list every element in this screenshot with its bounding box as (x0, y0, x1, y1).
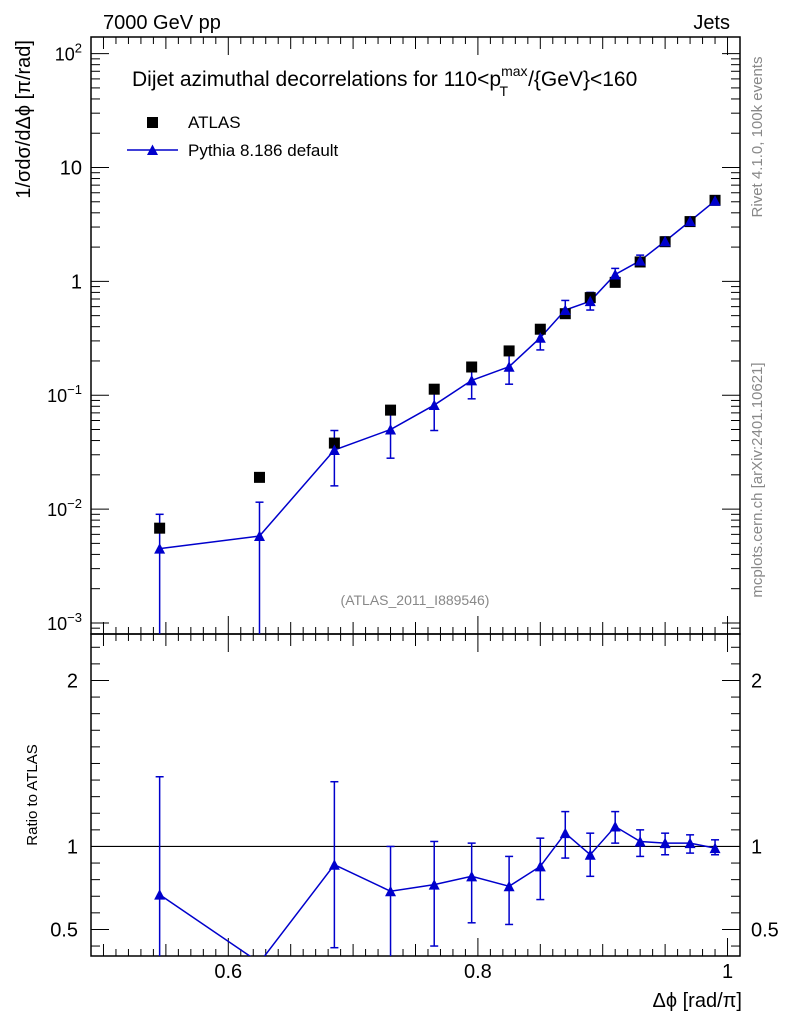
pythia-point (328, 444, 340, 456)
pythia-point (534, 332, 546, 343)
ratio-tick-label-right-0.5: 0.5 (751, 919, 779, 941)
plot-title: Dijet azimuthal decorrelations for 110<p… (132, 63, 637, 99)
atlas-point (534, 323, 546, 335)
ratio-point (385, 885, 397, 897)
atlas-point (328, 437, 340, 449)
rivet-label: Rivet 4.1.0, 100k events (749, 57, 766, 218)
ratio-data-layer (154, 775, 721, 956)
main-data-layer (154, 194, 721, 634)
atlas-point (503, 345, 515, 357)
ratio-tick-label-2: 2 (67, 670, 78, 692)
pythia-point (154, 543, 166, 554)
ratio-plot-frame (90, 633, 741, 957)
atlas-point (609, 276, 621, 288)
ratio-y-axis-title: Ratio to ATLAS (24, 744, 41, 845)
ratio-point (466, 870, 478, 882)
x-tick-label-0.8: 0.8 (464, 961, 492, 983)
atlas-point (253, 471, 265, 483)
pythia-point (385, 424, 397, 435)
legend: ATLAS Pythia 8.186 default (127, 113, 339, 160)
x-tick-label-0.6: 0.6 (214, 961, 242, 983)
atlas-point (154, 522, 166, 534)
pythia-point (253, 530, 265, 542)
ratio-tick-label-0.5: 0.5 (50, 919, 78, 941)
ratio-point (659, 837, 671, 849)
ratio-point (328, 859, 340, 870)
x-tick-labels: 0.6 0.8 1 (214, 961, 733, 983)
ratio-point (684, 837, 696, 849)
pythia-point (428, 399, 440, 411)
ratio-y-tick-labels: 0.5 1 2 0.5 1 2 (50, 670, 779, 941)
pythia-point (709, 195, 721, 206)
x-axis-title: Δϕ [rad/π] (653, 990, 743, 1012)
analysis-label: (ATLAS_2011_I889546) (341, 592, 490, 608)
pythia-point (659, 235, 671, 247)
ratio-point (609, 821, 621, 832)
ratio-point (559, 827, 571, 839)
header-left: 7000 GeV pp (103, 12, 221, 34)
header-right: Jets (693, 12, 730, 34)
legend-atlas-marker (147, 117, 158, 128)
atlas-point (385, 404, 397, 416)
pythia-point (503, 361, 515, 372)
ratio-point (428, 879, 440, 890)
pythia-point (466, 374, 478, 386)
ratio-axis-ticks (91, 634, 740, 956)
y-tick-label-10: 10 (60, 158, 82, 180)
ratio-tick-label-right-1: 1 (751, 836, 762, 858)
pythia-point (584, 295, 596, 307)
ratio-point (634, 835, 646, 847)
mcplots-label: mcplots.cern.ch [arXiv:2401.10621] (749, 362, 766, 597)
ratio-point (534, 860, 546, 872)
ratio-tick-label-right-2: 2 (751, 670, 762, 692)
pythia-point (609, 268, 621, 280)
main-y-tick-labels: 10−3 10−2 10−1 1 10 102 (47, 41, 82, 634)
pythia-point (684, 215, 696, 227)
y-tick-label-1e2: 102 (55, 41, 82, 65)
ratio-point (503, 880, 515, 892)
ratio-point (584, 849, 596, 860)
y-axis-title: 1/σdσ/dΔϕ [π/rad] (13, 40, 35, 199)
y-tick-label-1e-2: 10−2 (47, 496, 82, 520)
atlas-point (428, 383, 440, 395)
main-axis-ticks (91, 37, 740, 635)
legend-pythia-marker (147, 144, 158, 155)
ratio-point (154, 889, 166, 900)
ratio-point (709, 842, 721, 854)
ratio-tick-label-1: 1 (67, 836, 78, 858)
pythia-line (159, 200, 716, 550)
pythia-point (559, 304, 571, 316)
y-tick-label-1e-3: 10−3 (47, 610, 82, 634)
y-tick-label-1e-1: 10−1 (47, 382, 82, 406)
legend-pythia-label: Pythia 8.186 default (188, 141, 339, 160)
legend-atlas-label: ATLAS (188, 113, 241, 132)
y-tick-label-1: 1 (71, 271, 82, 293)
atlas-point (466, 361, 478, 373)
x-tick-label-1: 1 (722, 961, 733, 983)
pythia-point (634, 255, 646, 266)
